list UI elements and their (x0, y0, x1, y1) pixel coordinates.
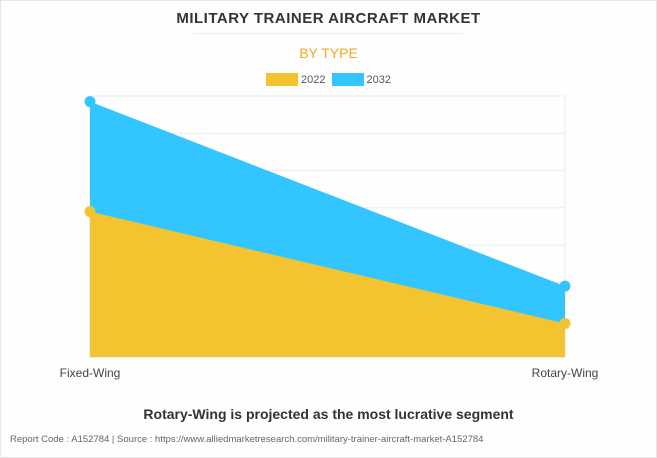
chart-subtitle: BY TYPE (299, 45, 358, 61)
legend-label-2032: 2032 (366, 73, 391, 86)
legend: 2022 2032 (0, 73, 657, 86)
legend-swatch-2022 (266, 73, 299, 86)
area-series-2022 (90, 211, 565, 357)
legend-label-2022: 2022 (301, 73, 326, 86)
data-point-2022-rotary-wing[interactable] (559, 317, 571, 329)
data-point-2032-rotary-wing[interactable] (559, 280, 571, 292)
title-divider (193, 33, 463, 34)
report-source-footer: Report Code : A152784 | Source : https:/… (10, 434, 484, 445)
legend-item-2022[interactable]: 2022 (266, 73, 326, 86)
x-tick-label: Rotary-Wing (532, 366, 599, 380)
chart-title: MILITARY TRAINER AIRCRAFT MARKET (176, 10, 481, 27)
data-point-2022-fixed-wing[interactable] (84, 206, 96, 218)
legend-swatch-2032 (331, 73, 364, 86)
insight-text: Rotary-Wing is projected as the most luc… (143, 406, 514, 422)
data-point-2032-fixed-wing[interactable] (84, 96, 96, 108)
legend-item-2032[interactable]: 2032 (331, 73, 391, 86)
x-tick-label: Fixed-Wing (60, 366, 121, 380)
